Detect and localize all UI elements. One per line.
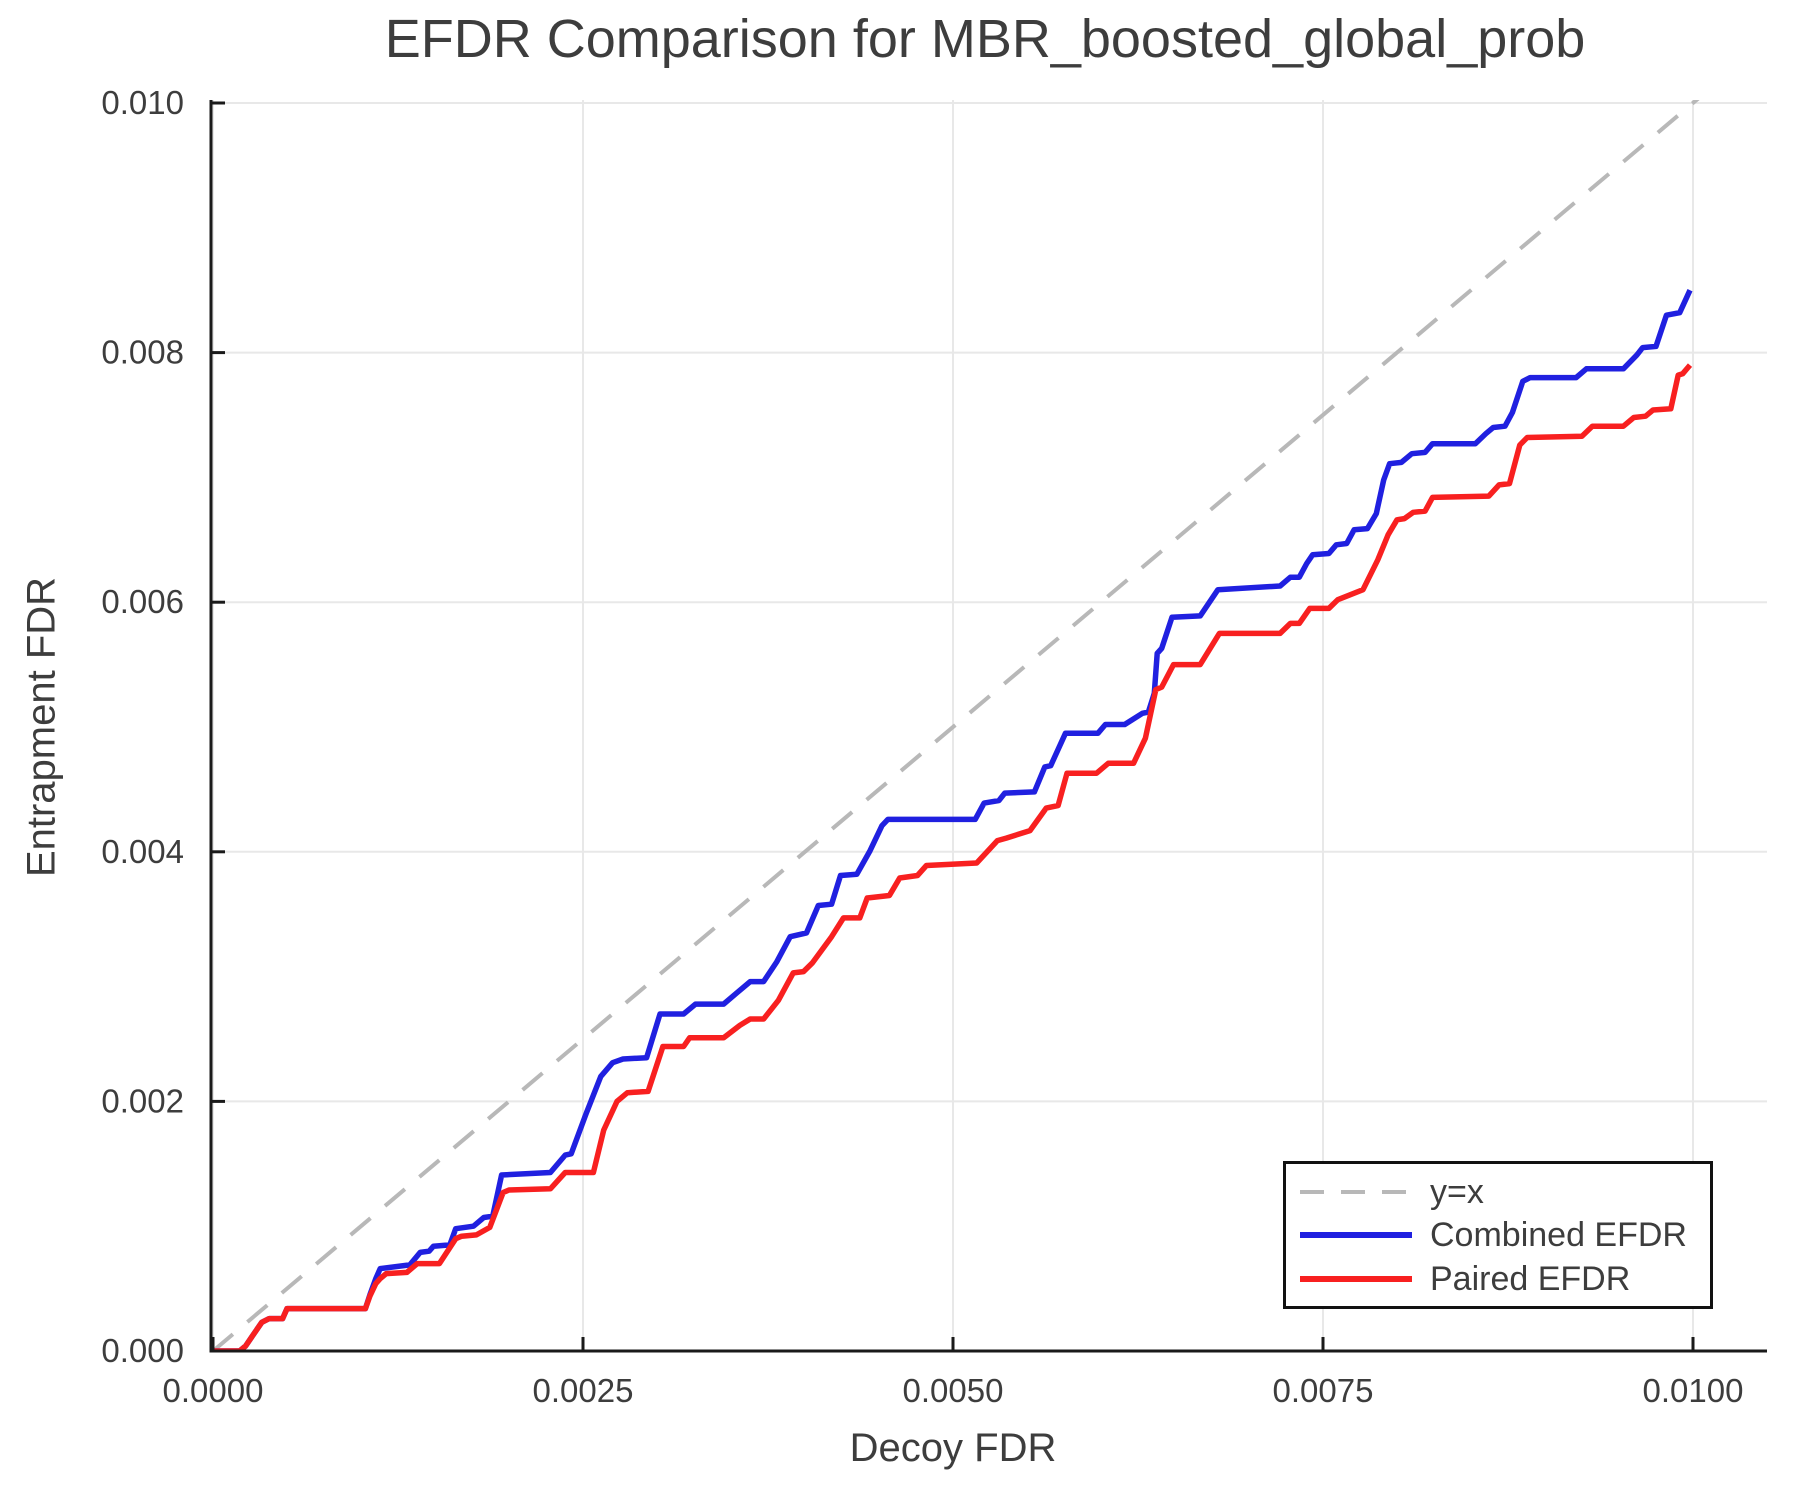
chart-title: EFDR Comparison for MBR_boosted_global_p…	[384, 9, 1586, 69]
y-tick-label: 0.002	[101, 1082, 184, 1119]
legend: y=x Combined EFDR Paired EFDR	[1283, 1161, 1713, 1309]
legend-item-paired-efdr: Paired EFDR	[1300, 1261, 1710, 1297]
identity-line	[211, 100, 1700, 1351]
series-group	[211, 100, 1700, 1351]
legend-label-identity: y=x	[1430, 1172, 1484, 1211]
x-tick-label: 0.0025	[533, 1372, 634, 1409]
y-axis-title: Entrapment FDR	[19, 576, 64, 878]
y-tick-label: 0.008	[101, 334, 184, 371]
x-tick-label: 0.0000	[163, 1372, 264, 1409]
x-axis-title: Decoy FDR	[849, 1426, 1057, 1470]
x-tick-label: 0.0100	[1643, 1372, 1744, 1409]
y-tick-label: 0.000	[101, 1332, 184, 1369]
legend-label-paired-efdr: Paired EFDR	[1430, 1259, 1631, 1298]
legend-item-identity: y=x	[1300, 1174, 1710, 1210]
combined-efdr-line	[213, 289, 1693, 1351]
paired-efdr-line-sample	[1300, 1275, 1412, 1282]
paired-efdr-line	[213, 363, 1693, 1351]
y-tick-label: 0.004	[101, 833, 184, 870]
combined-efdr-line-sample	[1300, 1232, 1412, 1238]
x-tick-label: 0.0050	[903, 1372, 1004, 1409]
y-tick-label: 0.006	[101, 583, 184, 620]
legend-label-combined-efdr: Combined EFDR	[1430, 1216, 1687, 1254]
legend-item-combined-efdr: Combined EFDR	[1300, 1217, 1710, 1253]
y-tick-label: 0.010	[101, 84, 184, 121]
x-tick-label: 0.0075	[1273, 1372, 1374, 1409]
identity-dashed-line-sample	[1300, 1189, 1412, 1194]
